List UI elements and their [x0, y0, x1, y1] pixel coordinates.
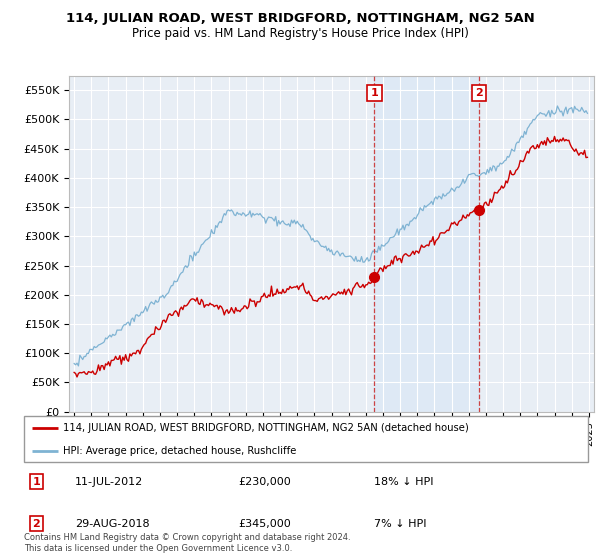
Text: 114, JULIAN ROAD, WEST BRIDGFORD, NOTTINGHAM, NG2 5AN (detached house): 114, JULIAN ROAD, WEST BRIDGFORD, NOTTIN…	[64, 423, 469, 433]
Text: Price paid vs. HM Land Registry's House Price Index (HPI): Price paid vs. HM Land Registry's House …	[131, 27, 469, 40]
Text: £230,000: £230,000	[238, 477, 291, 487]
Text: £345,000: £345,000	[238, 519, 291, 529]
Text: 2: 2	[32, 519, 40, 529]
Text: 11-JUL-2012: 11-JUL-2012	[75, 477, 143, 487]
Text: HPI: Average price, detached house, Rushcliffe: HPI: Average price, detached house, Rush…	[64, 446, 297, 455]
Text: 18% ↓ HPI: 18% ↓ HPI	[374, 477, 433, 487]
Text: Contains HM Land Registry data © Crown copyright and database right 2024.
This d: Contains HM Land Registry data © Crown c…	[24, 533, 350, 553]
FancyBboxPatch shape	[24, 416, 588, 462]
Bar	[374, 76, 479, 412]
Text: 29-AUG-2018: 29-AUG-2018	[75, 519, 149, 529]
Text: 2: 2	[475, 88, 482, 98]
Text: 114, JULIAN ROAD, WEST BRIDGFORD, NOTTINGHAM, NG2 5AN: 114, JULIAN ROAD, WEST BRIDGFORD, NOTTIN…	[65, 12, 535, 25]
Text: 1: 1	[371, 88, 378, 98]
Text: 1: 1	[32, 477, 40, 487]
Text: 7% ↓ HPI: 7% ↓ HPI	[374, 519, 426, 529]
